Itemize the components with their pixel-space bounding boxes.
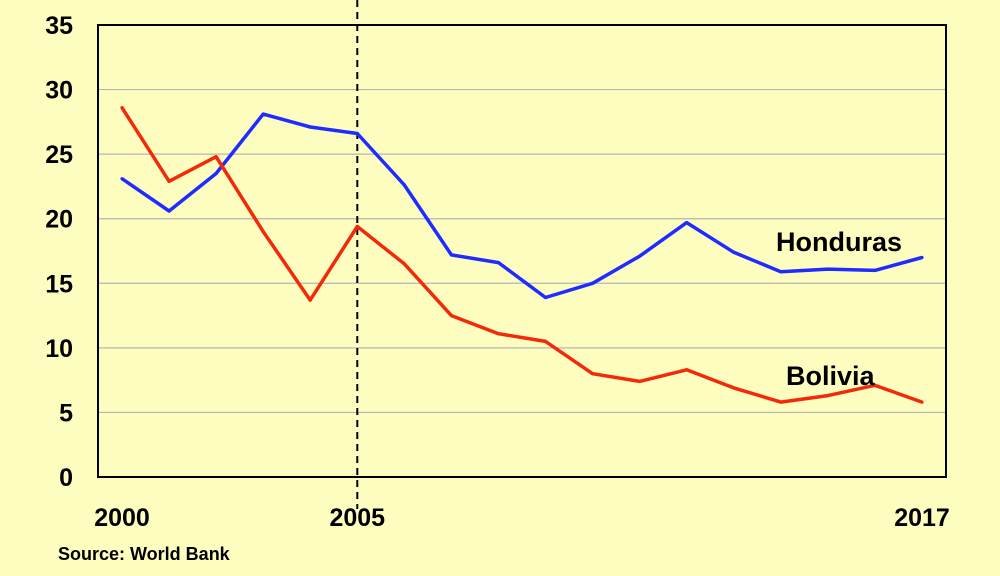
- data-point-bolivia-2003: [261, 230, 265, 234]
- y-tick-label-7: 35: [45, 12, 73, 40]
- data-point-bolivia-2015: [826, 394, 830, 398]
- data-point-honduras-2006: [402, 183, 406, 187]
- data-point-honduras-2004: [308, 125, 312, 129]
- data-point-honduras-2008: [496, 261, 501, 265]
- data-point-honduras-2000: [120, 177, 124, 181]
- x-tick-label-0: 2000: [94, 504, 150, 532]
- x-tick-label-2: 2017: [894, 504, 950, 532]
- data-point-honduras-2012: [685, 220, 689, 225]
- data-point-bolivia-2009: [543, 339, 548, 343]
- series-label-honduras: Honduras: [776, 227, 902, 257]
- y-tick-label-5: 25: [45, 141, 73, 169]
- data-point-honduras-2010: [590, 281, 595, 285]
- data-point-honduras-2015: [826, 267, 830, 271]
- y-axis-ticks: 0 5 10 15 20 25 30 35: [45, 12, 73, 492]
- data-point-honduras-2003: [261, 112, 265, 116]
- data-point-bolivia-2017: [920, 400, 924, 404]
- data-point-honduras-2013: [732, 250, 736, 254]
- data-point-honduras-2007: [449, 253, 454, 257]
- series-line-bolivia: [120, 106, 923, 404]
- data-point-honduras-2001: [167, 209, 171, 213]
- y-tick-label-3: 15: [45, 270, 73, 298]
- data-point-honduras-2017: [920, 255, 924, 260]
- series-label-bolivia: Bolivia: [786, 361, 876, 391]
- y-tick-label-2: 10: [45, 335, 73, 363]
- data-point-bolivia-2000: [120, 106, 124, 110]
- data-point-bolivia-2016: [873, 383, 877, 387]
- x-tick-label-1: 2005: [329, 504, 385, 532]
- plot-area-border: [97, 24, 947, 478]
- data-point-honduras-2009: [543, 295, 548, 300]
- data-point-bolivia-2008: [496, 332, 501, 336]
- data-point-honduras-2005: [355, 131, 359, 136]
- y-tick-label-1: 5: [59, 399, 73, 427]
- gridlines: [98, 88, 946, 414]
- x-axis-ticks: 2000 2005 2017: [94, 504, 950, 532]
- data-point-bolivia-2014: [779, 400, 783, 404]
- series-line-honduras: [121, 112, 923, 300]
- source-note: Source: World Bank: [58, 544, 230, 564]
- data-point-honduras-2002: [214, 171, 218, 176]
- data-point-honduras-2014: [779, 270, 783, 274]
- data-point-bolivia-2007: [449, 313, 454, 318]
- data-point-honduras-2011: [638, 254, 642, 258]
- data-point-bolivia-2002: [214, 155, 218, 159]
- y-tick-label-4: 20: [45, 206, 73, 234]
- data-point-bolivia-2012: [685, 368, 689, 372]
- y-tick-label-0: 0: [59, 464, 73, 492]
- data-point-bolivia-2004: [308, 298, 312, 302]
- data-point-honduras-2016: [873, 268, 877, 272]
- data-point-bolivia-2011: [638, 379, 642, 384]
- series-layer: [120, 106, 924, 404]
- data-point-bolivia-2006: [402, 262, 406, 266]
- data-point-bolivia-2005: [355, 224, 359, 229]
- data-point-bolivia-2010: [590, 372, 595, 376]
- data-point-bolivia-2013: [732, 386, 736, 390]
- data-point-bolivia-2001: [167, 179, 171, 183]
- y-tick-label-6: 30: [45, 77, 73, 105]
